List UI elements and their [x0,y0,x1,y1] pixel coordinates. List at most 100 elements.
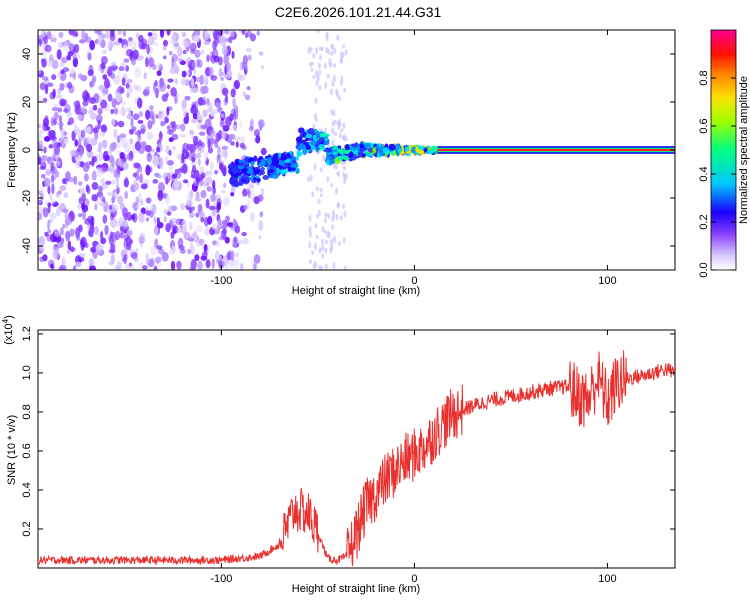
heatmap-noise-cell [194,49,201,58]
heatmap-noise-cell [112,41,117,47]
heatmap-sparse-cell [321,226,325,233]
heatmap-noise-cell [218,67,222,78]
heatmap-noise-cell [167,160,174,166]
heatmap-noise-cell [59,185,67,191]
heatmap-noise-cell [101,163,108,172]
heatmap-noise-cell [213,55,220,63]
snr-y-ticks: 0.2 0.4 0.6 0.8 1.0 1.2 [21,326,675,537]
heatmap-noise-cell [118,66,125,72]
heatmap-signal-cell [368,147,374,153]
heatmap-sparse-cell [319,193,323,198]
heatmap-noise-cell [149,210,154,218]
heatmap-noise-cell [196,76,200,83]
heatmap-noise-cell [204,226,210,236]
heatmap-noise-cell [114,40,121,46]
heatmap-noise-cell [116,187,120,195]
heatmap-noise-cell [247,189,251,199]
colorbar-tick-label: 0.8 [698,70,710,85]
heatmap-noise-cell [231,100,237,108]
heatmap-noise-cell [38,42,41,52]
heatmap-noise-cell [215,240,221,248]
heatmap-noise-cell [38,70,44,78]
heatmap-noise-cell [168,149,172,156]
heatmap-sparse-cell [340,128,344,133]
heatmap-noise-cell [150,245,158,256]
heatmap-signal-cell [231,183,238,187]
heatmap-noise-cell [230,88,236,98]
heatmap-noise-cell [158,130,163,142]
heatmap-noise-cell [191,60,198,69]
heatmap-noise-cell [126,79,133,84]
heatmap-noise-cell [177,57,184,62]
heatmap-signal-cell [404,146,410,152]
colorbar-tick-label: 0.4 [698,166,710,181]
heatmap-sparse-cell [328,58,332,66]
heatmap-noise-cell [99,131,106,137]
heatmap-sparse-cell [336,201,340,209]
heatmap-noise-cell [47,185,51,195]
heatmap-noise-cell [63,192,69,199]
heatmap-noise-cell [123,44,128,49]
heatmap-noise-cell [63,108,69,113]
heatmap-signal-cell [298,127,305,134]
heatmap-noise-cell [191,107,198,114]
heatmap-signal-cell [253,156,258,162]
heatmap-sparse-cell [324,247,328,254]
heatmap-noise-cell [143,72,147,80]
heatmap-noise-cell [171,245,177,253]
heatmap-noise-cell [38,157,42,165]
heatmap-signal-cell [329,146,335,150]
heatmap-noise-cell [147,258,155,268]
heatmap-noise-cell [191,119,197,124]
heatmap-noise-cell [147,120,153,130]
heatmap-signal-cell [332,151,337,155]
heatmap-noise-cell [111,179,115,186]
heatmap-noise-cell [67,81,73,89]
heatmap-sparse-cell [311,249,315,256]
heatmap-noise-cell [116,261,122,270]
heatmap-noise-cell [225,37,231,42]
heatmap-signal-cell [283,162,289,167]
heatmap-noise-cell [204,30,209,37]
heatmap-noise-cell [78,197,82,205]
heatmap-noise-cell [240,263,244,270]
heatmap-sparse-cell [323,218,327,224]
heatmap-noise-cell [247,199,251,210]
heatmap-noise-cell [61,258,66,266]
heatmap-signal-cell [276,167,280,175]
heatmap-signal-cell [309,140,317,146]
heatmap-noise-cell [131,126,137,132]
heatmap-noise-cell [220,76,224,82]
heatmap-noise-cell [108,205,113,211]
heatmap-noise-cell [212,186,217,195]
heatmap-noise-cell [171,224,178,235]
heatmap-noise-cell [63,137,69,144]
snr-y-tick-label: 1.2 [21,326,33,341]
heatmap-noise-cell [248,182,255,189]
heatmap-noise-cell [193,100,199,110]
heatmap-noise-cell [124,143,131,153]
heatmap-noise-cell [218,236,225,241]
heatmap-noise-cell [200,190,207,199]
heatmap-sparse-cell [338,122,342,127]
heatmap-noise-cell [215,101,221,108]
heatmap-signal-cell [247,168,254,175]
heatmap-noise-cell [82,99,89,107]
heatmap-noise-cell [56,247,60,254]
heatmap-noise-cell [223,30,230,35]
heatmap-noise-cell [102,74,108,80]
heatmap-cells [38,30,675,270]
heatmap-noise-cell [98,151,103,162]
heatmap-noise-cell [222,45,228,56]
heatmap-noise-cell [78,39,86,44]
heatmap-noise-cell [137,192,142,201]
heatmap-noise-cell [135,32,140,39]
heatmap-noise-cell [51,138,58,149]
heatmap-noise-cell [145,217,149,222]
heatmap-noise-cell [73,100,81,108]
snr-y-axis-label: SNR (10 * v/v) [6,415,18,485]
heatmap-signal-cell [325,148,332,153]
heatmap-signal-cell [262,175,270,180]
heatmap-noise-cell [90,246,97,253]
snr-x-ticks: -100 0 100 [210,330,617,585]
